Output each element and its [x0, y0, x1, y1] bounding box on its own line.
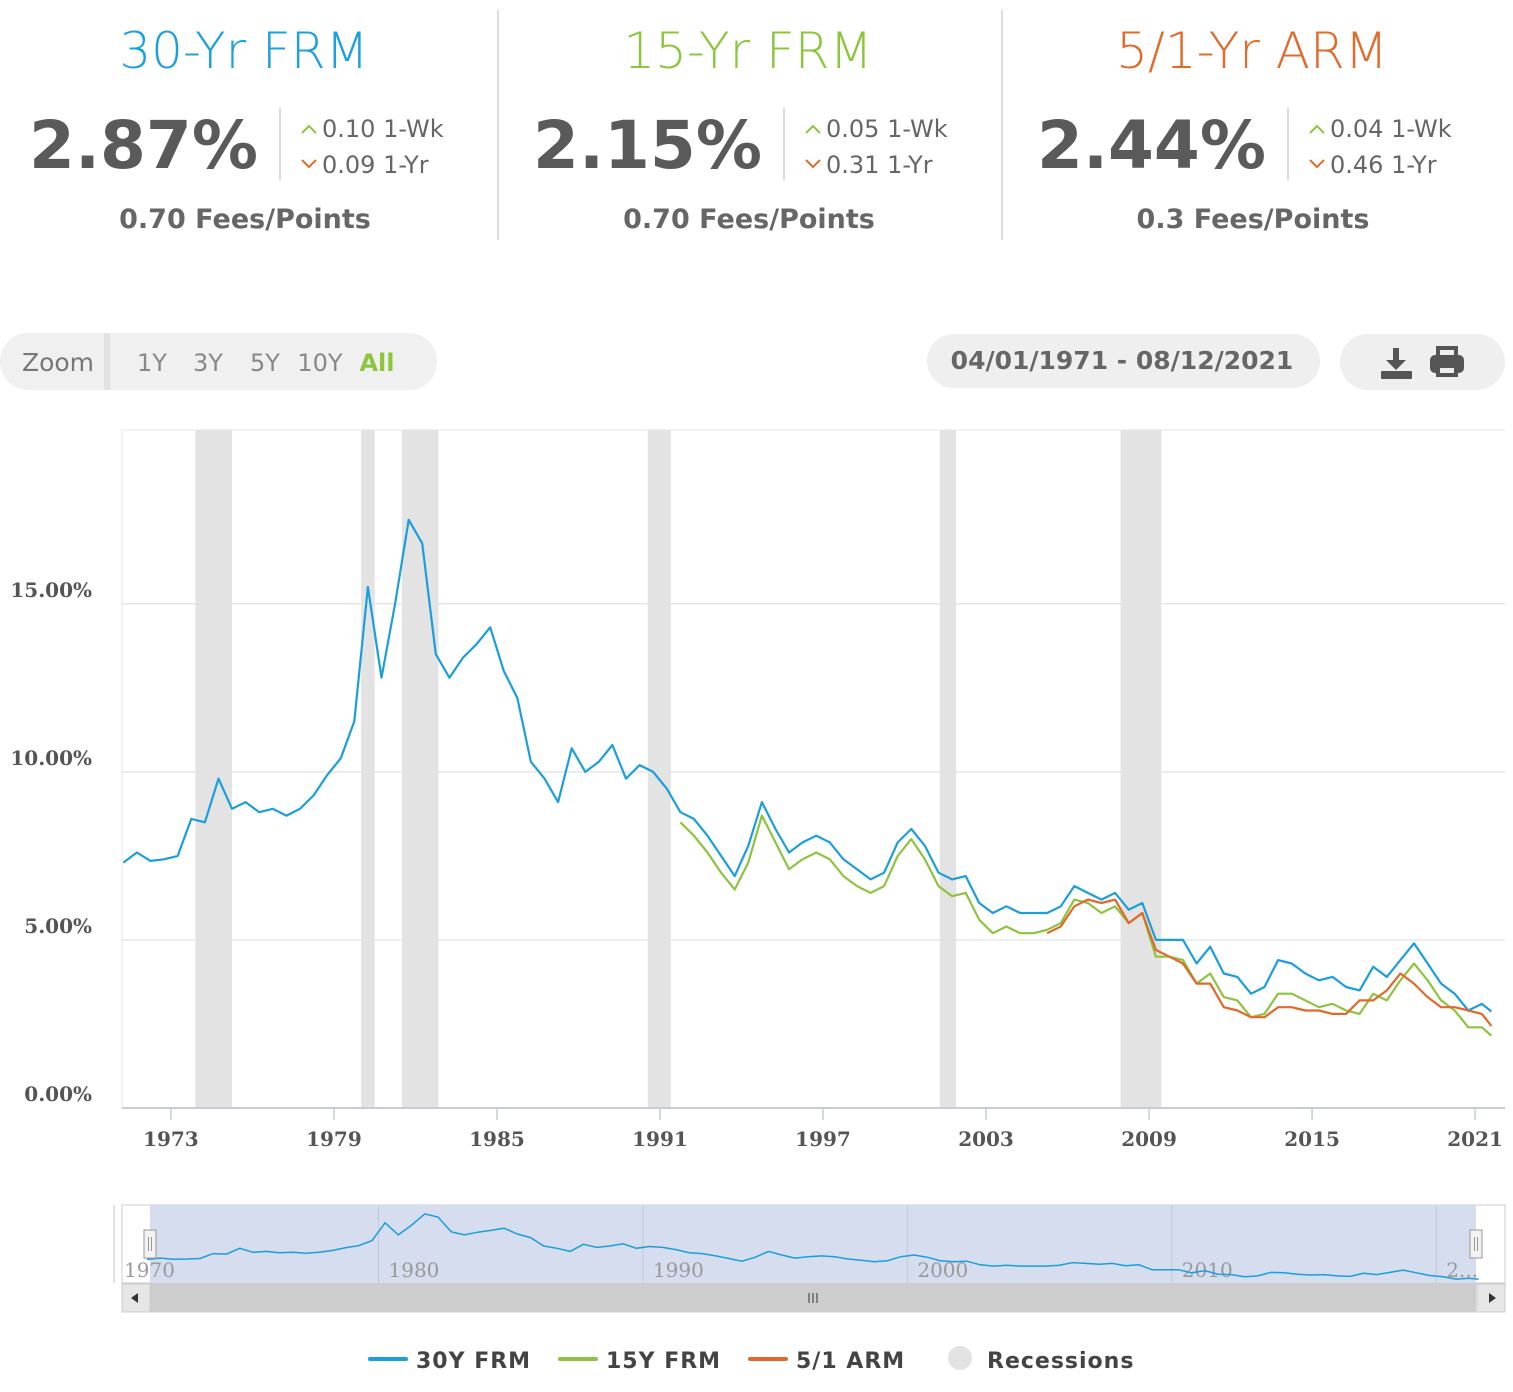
up-arrow: [805, 124, 821, 134]
x-tick-label: 1979: [306, 1127, 362, 1151]
legend-item[interactable]: 30Y FRM: [368, 1349, 531, 1374]
up-arrow: [1309, 124, 1325, 134]
series-line: [1046, 898, 1493, 1027]
y-tick-label: 0.00%: [24, 1082, 92, 1106]
zoom-button[interactable]: 10Y: [297, 349, 343, 377]
legend-item[interactable]: 15Y FRM: [558, 1349, 721, 1374]
week-change: 0.10 1-Wk: [322, 115, 444, 143]
zoom-button[interactable]: All: [359, 349, 394, 377]
legend-swatch: [948, 1346, 972, 1370]
recession-band: [401, 430, 439, 1108]
recession-band: [1120, 430, 1162, 1108]
legend-label: Recessions: [987, 1349, 1134, 1374]
year-change: 0.09 1-Yr: [322, 151, 429, 179]
recession-band: [939, 430, 957, 1108]
zoom-label: Zoom: [22, 348, 94, 377]
export-pill: [1340, 334, 1505, 390]
x-tick-label: 2009: [1121, 1127, 1177, 1151]
legend-item[interactable]: 5/1 ARM: [748, 1349, 905, 1374]
download-icon[interactable]: [1381, 348, 1412, 379]
navigator-handle[interactable]: [143, 1229, 157, 1259]
date-range: 04/01/1971 - 08/12/2021: [951, 346, 1294, 375]
up-arrow: [301, 124, 317, 134]
series-line: [679, 814, 1493, 1037]
navigator-line: [147, 1213, 1479, 1280]
recession-band: [195, 430, 233, 1108]
x-tick-label: 1985: [469, 1127, 525, 1151]
date-range-pill[interactable]: [927, 334, 1320, 388]
zoom-divider: [104, 333, 110, 390]
series-line: [122, 518, 1493, 1013]
card-title: 15-Yr FRM: [623, 22, 872, 80]
navigator-tick-label: 2010: [1182, 1258, 1233, 1282]
navigator-tick-label: 1970: [124, 1258, 175, 1282]
navigator-tick-label: 1980: [389, 1258, 440, 1282]
down-arrow: [1309, 159, 1325, 169]
card-title: 5/1-Yr ARM: [1116, 22, 1388, 80]
x-tick-label: 2021: [1447, 1127, 1503, 1151]
recession-band: [361, 430, 375, 1108]
zoom-button[interactable]: 5Y: [250, 349, 280, 377]
navigator-tick-label: 1990: [653, 1258, 704, 1282]
week-change: 0.05 1-Wk: [826, 115, 948, 143]
year-change: 0.31 1-Yr: [826, 151, 933, 179]
x-tick-label: 1997: [795, 1127, 851, 1151]
card-fees: 0.3 Fees/Points: [1137, 204, 1370, 235]
legend-label: 5/1 ARM: [796, 1349, 905, 1374]
zoom-button[interactable]: 1Y: [137, 349, 167, 377]
legend-label: 30Y FRM: [416, 1349, 531, 1374]
y-tick-label: 5.00%: [24, 914, 92, 938]
week-change: 0.04 1-Wk: [1330, 115, 1452, 143]
x-tick-label: 2003: [958, 1127, 1014, 1151]
plot-background: [122, 430, 1505, 1108]
legend-label: 15Y FRM: [606, 1349, 721, 1374]
card-rate: 2.87%: [29, 107, 258, 184]
down-arrow: [805, 159, 821, 169]
card-fees: 0.70 Fees/Points: [119, 204, 371, 235]
navigator-handle[interactable]: [1469, 1229, 1483, 1259]
navigator-selection: [150, 1205, 1476, 1283]
y-tick-label: 15.00%: [10, 578, 92, 602]
x-tick-label: 2015: [1284, 1127, 1340, 1151]
card-fees: 0.70 Fees/Points: [623, 204, 875, 235]
x-tick-label: 1991: [632, 1127, 688, 1151]
card-title: 30-Yr FRM: [119, 22, 368, 80]
print-icon[interactable]: [1430, 346, 1464, 377]
x-tick-label: 1973: [143, 1127, 199, 1151]
recession-band: [647, 430, 671, 1108]
y-tick-label: 10.00%: [10, 746, 92, 770]
scroll-arrow: [1489, 1293, 1496, 1303]
down-arrow: [301, 159, 317, 169]
scroll-arrow: [131, 1293, 138, 1303]
card-rate: 2.15%: [533, 107, 762, 184]
year-change: 0.46 1-Yr: [1330, 151, 1437, 179]
zoom-button[interactable]: 3Y: [193, 349, 223, 377]
card-rate: 2.44%: [1037, 107, 1266, 184]
legend-item[interactable]: Recessions: [948, 1346, 1134, 1374]
